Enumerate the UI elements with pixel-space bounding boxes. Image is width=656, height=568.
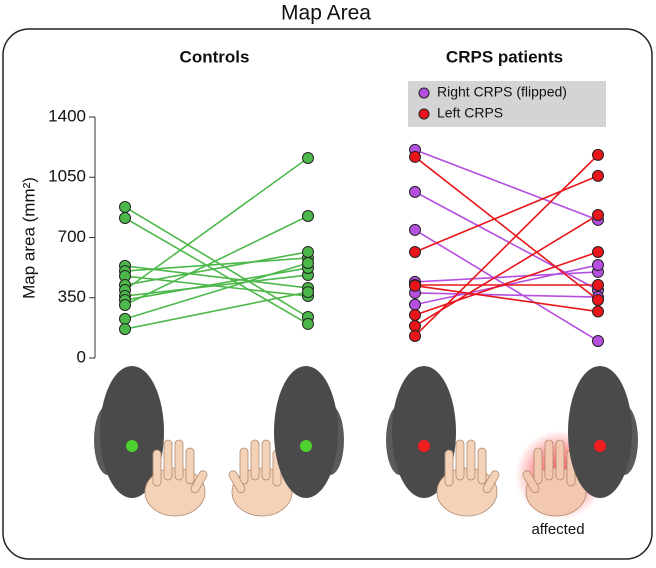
hand-controls-right — [228, 439, 293, 517]
point — [592, 245, 604, 258]
point — [409, 279, 421, 292]
brain-left-crps — [386, 366, 456, 498]
subject-line — [124, 262, 309, 320]
point — [409, 308, 421, 321]
point — [302, 209, 314, 222]
point — [119, 312, 131, 325]
subject-line — [414, 271, 599, 283]
subject-line — [414, 149, 599, 221]
point — [119, 201, 131, 214]
y-tick-label: 0 — [77, 347, 86, 366]
point — [119, 212, 131, 225]
y-tick-label: 350 — [58, 287, 86, 306]
point — [592, 208, 604, 221]
point — [302, 256, 314, 269]
point — [592, 259, 604, 272]
point — [119, 323, 131, 336]
legend-marker — [418, 108, 430, 120]
point — [302, 151, 314, 164]
subject-line — [414, 175, 599, 253]
legend — [408, 81, 606, 127]
subject-line — [414, 292, 599, 298]
point — [409, 298, 421, 311]
y-tick-label: 1050 — [48, 167, 86, 186]
chart-title: Map Area — [281, 2, 371, 25]
point — [119, 298, 131, 311]
brain-right-controls — [274, 366, 344, 498]
legend-marker — [418, 87, 430, 99]
point — [592, 279, 604, 292]
y-tick-label: 1400 — [48, 106, 86, 125]
subject-line — [414, 154, 599, 337]
subject-line — [124, 217, 309, 325]
subject-line — [414, 284, 599, 313]
subject-line — [124, 291, 309, 330]
y-tick-label: 700 — [58, 227, 86, 246]
point — [302, 317, 314, 330]
subject-line — [124, 157, 309, 291]
subject-line — [414, 156, 599, 301]
subject-line — [124, 274, 309, 297]
frame — [2, 28, 653, 560]
hand-controls-left — [144, 439, 208, 517]
point — [592, 305, 604, 318]
panel-title: Controls — [180, 47, 250, 66]
subject-line — [414, 251, 599, 316]
point — [592, 334, 604, 347]
brain-left-controls — [94, 366, 164, 498]
hand-crps-left — [436, 439, 500, 517]
point — [302, 286, 314, 299]
annotation: affected — [531, 521, 584, 538]
point — [592, 293, 604, 306]
illustrations — [94, 366, 638, 520]
point — [302, 245, 314, 258]
point — [409, 185, 421, 198]
point — [409, 319, 421, 332]
brain-right-crps — [568, 366, 638, 498]
subject-line — [124, 267, 309, 301]
point — [409, 329, 421, 342]
point — [592, 169, 604, 182]
point — [409, 150, 421, 163]
subject-line — [414, 214, 599, 327]
point — [409, 223, 421, 236]
point — [592, 148, 604, 161]
subject-line — [124, 251, 309, 286]
legend-label: Left CRPS — [437, 105, 503, 121]
point — [409, 245, 421, 258]
subject-line — [124, 215, 309, 306]
y-axis-label: Map area (mm²) — [19, 177, 38, 299]
legend-label: Right CRPS (flipped) — [437, 84, 567, 100]
hand-crps-right — [522, 439, 587, 517]
panel-title: CRPS patients — [446, 47, 563, 66]
